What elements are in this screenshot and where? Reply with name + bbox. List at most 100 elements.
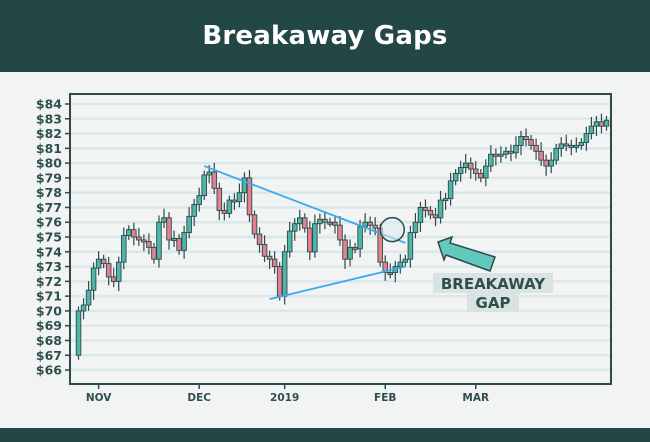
candle-up (327, 221, 333, 225)
candle-down (563, 143, 570, 147)
candle-up (588, 125, 595, 135)
candle-down (131, 229, 137, 238)
candle-down (216, 187, 223, 211)
candle-up (457, 167, 464, 174)
candle-up (498, 153, 504, 157)
candle-down (382, 261, 388, 273)
candle-up (286, 230, 293, 253)
candle-down (256, 233, 263, 245)
candle-up (80, 304, 87, 312)
candle-up (236, 192, 243, 202)
candle-up (417, 207, 424, 223)
candle-up (226, 199, 233, 214)
y-tick-label: $70 (36, 303, 62, 318)
candle-up (201, 174, 207, 197)
candle-up (452, 173, 459, 182)
candle-up (186, 215, 192, 234)
footer-bar (0, 428, 650, 442)
candle-down (352, 246, 358, 250)
candle-up (126, 229, 132, 236)
candle-down (478, 173, 484, 179)
candle-up (85, 289, 92, 306)
candle-down (276, 266, 283, 297)
candle-down (322, 218, 328, 223)
x-tick-label: NOV (86, 392, 112, 404)
candle-up (503, 150, 509, 155)
candle-up (548, 159, 554, 167)
y-tick-label: $79 (36, 170, 62, 185)
candle-down (473, 168, 479, 174)
y-tick-label: $69 (36, 318, 62, 333)
page-title: Breakaway Gaps (202, 21, 448, 51)
candle-down (422, 207, 429, 211)
candle-up (312, 223, 318, 253)
x-tick-label: 2019 (270, 392, 299, 404)
y-tick-label: $80 (36, 156, 62, 171)
candle-down (266, 255, 273, 260)
candle-up (161, 217, 167, 223)
candle-up (462, 162, 469, 169)
y-tick-label: $67 (36, 348, 62, 363)
candle-down (533, 144, 539, 152)
y-tick-label: $81 (36, 141, 62, 156)
candle-up (75, 310, 82, 356)
y-tick-label: $83 (36, 111, 62, 126)
x-axis: NOV DEC 2019 FEB MAR (86, 384, 489, 404)
x-tick-label: DEC (187, 392, 211, 404)
candle-down (261, 243, 268, 257)
candle-up (568, 144, 575, 148)
y-tick-label: $72 (36, 274, 62, 289)
candle-down (493, 153, 499, 157)
y-tick-label: $75 (36, 230, 62, 245)
candle-up (412, 221, 419, 234)
candle-down (598, 121, 605, 127)
candle-down (176, 238, 182, 251)
candles (75, 113, 610, 360)
candle-up (483, 165, 489, 179)
candle-down (538, 150, 544, 161)
candle-up (402, 258, 409, 263)
candle-down (508, 150, 514, 154)
candle-down (543, 159, 549, 167)
header-banner: Breakaway Gaps (0, 0, 650, 72)
annotation-line1: BREAKAWAY (441, 275, 546, 293)
candle-down (141, 239, 147, 243)
candle-down (231, 199, 238, 203)
trendline-upper (203, 165, 406, 244)
y-axis: $66$67$68$69$70$71$72$73$74$75$76$77$78$… (36, 97, 70, 378)
trendline-lower (269, 265, 406, 300)
candle-down (105, 263, 112, 278)
trendlines (203, 165, 406, 300)
candle-up (558, 143, 564, 149)
candle-down (151, 246, 157, 260)
candle-up (196, 195, 202, 205)
candle-up (191, 204, 197, 217)
candle-down (342, 239, 348, 260)
gap-highlight-circle (379, 216, 406, 243)
candle-up (583, 133, 590, 143)
candle-up (407, 232, 414, 260)
y-tick-label: $74 (36, 244, 62, 259)
candle-up (397, 261, 404, 268)
candle-down (302, 217, 308, 229)
candle-down (307, 227, 313, 253)
candle-up (578, 141, 585, 146)
candle-up (156, 221, 162, 260)
candle-down (271, 258, 278, 268)
candle-up (281, 251, 288, 297)
y-tick-label: $71 (36, 289, 62, 304)
y-tick-label: $77 (36, 200, 62, 215)
y-tick-label: $82 (36, 126, 62, 141)
candle-up (603, 119, 610, 127)
candle-up (115, 261, 122, 282)
annotation-line2: GAP (476, 294, 511, 312)
candle-up (447, 180, 454, 200)
candle-down (467, 162, 474, 170)
candle-up (206, 171, 212, 176)
candle-down (221, 209, 228, 214)
candle-down (372, 224, 378, 229)
candle-up (90, 267, 97, 291)
breakaway-annotation: BREAKAWAY GAP (379, 216, 553, 312)
candle-down (523, 136, 529, 140)
